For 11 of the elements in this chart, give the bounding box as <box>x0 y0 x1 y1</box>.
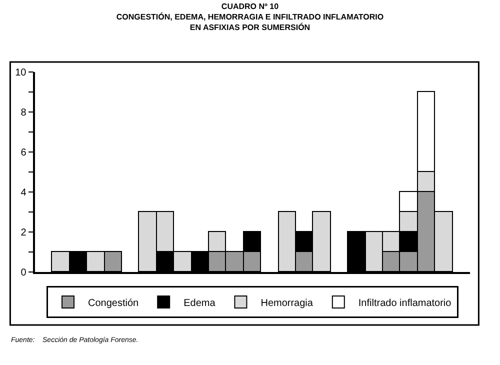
y-tick-label: 4 <box>20 188 27 198</box>
y-tick-label: 6 <box>20 148 27 158</box>
legend-label: Congestión <box>88 298 139 309</box>
y-tick-label: 0 <box>20 268 27 278</box>
legend-label: Infiltrado inflamatorio <box>358 298 452 309</box>
y-tick-label: 2 <box>20 228 27 238</box>
y-tick-label: 8 <box>20 108 27 118</box>
legend-label: Hemorragia <box>260 298 314 309</box>
chart-title: CUADRO Nº 10 CONGESTIÓN, EDEMA, HEMORRAGIA E INFILTRADO INFLAMATORIO EN ASFIXIAS POR SUMERSIÓN <box>116 2 384 32</box>
y-tick-label: 10 <box>15 68 27 78</box>
legend-label: Edema <box>184 298 216 309</box>
